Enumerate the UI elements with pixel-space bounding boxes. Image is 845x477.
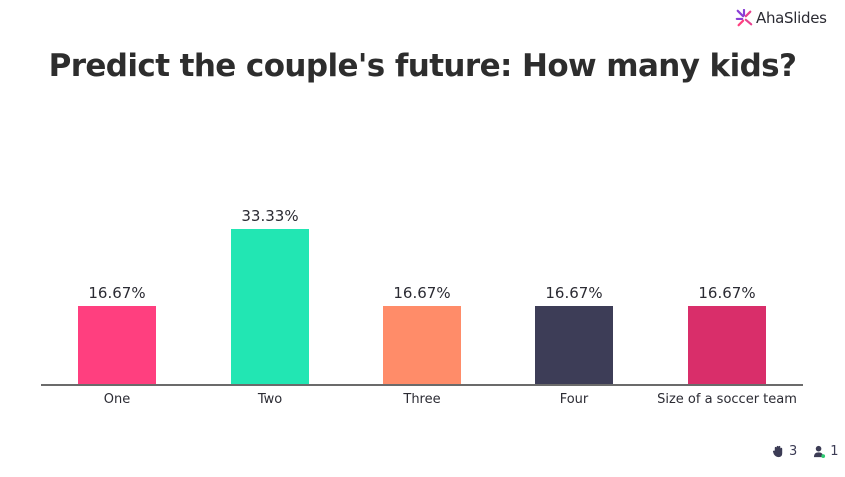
bar-two	[231, 229, 309, 384]
category-label: Four	[559, 392, 589, 407]
bar-value-label: 16.67%	[698, 284, 756, 302]
bar-value-label: 16.67%	[88, 284, 146, 302]
category-label: Three	[403, 392, 441, 407]
bar-value-label: 16.67%	[393, 284, 451, 302]
category-label: Size of a soccer team	[657, 392, 797, 407]
brand-name: AhaSlides	[756, 9, 827, 27]
responses-count: 3	[789, 444, 798, 459]
bar-value-label: 33.33%	[241, 207, 299, 225]
category-label: Two	[257, 392, 283, 407]
bar-size-of-a-soccer-team	[688, 306, 766, 384]
hand-icon	[772, 445, 783, 458]
bar-value-label: 16.67%	[545, 284, 603, 302]
brand-logo: AhaSlides	[735, 9, 827, 27]
ahaslides-logo-icon	[735, 9, 753, 27]
user-online-icon	[814, 445, 826, 458]
participants-count: 1	[830, 444, 839, 459]
category-label: One	[103, 392, 131, 407]
response-stats: 3 1	[772, 444, 839, 459]
bar-one	[78, 306, 156, 384]
bar-four	[535, 306, 613, 384]
page-title: Predict the couple's future: How many ki…	[48, 48, 797, 84]
x-axis-line	[41, 384, 803, 386]
bar-three	[383, 306, 461, 384]
